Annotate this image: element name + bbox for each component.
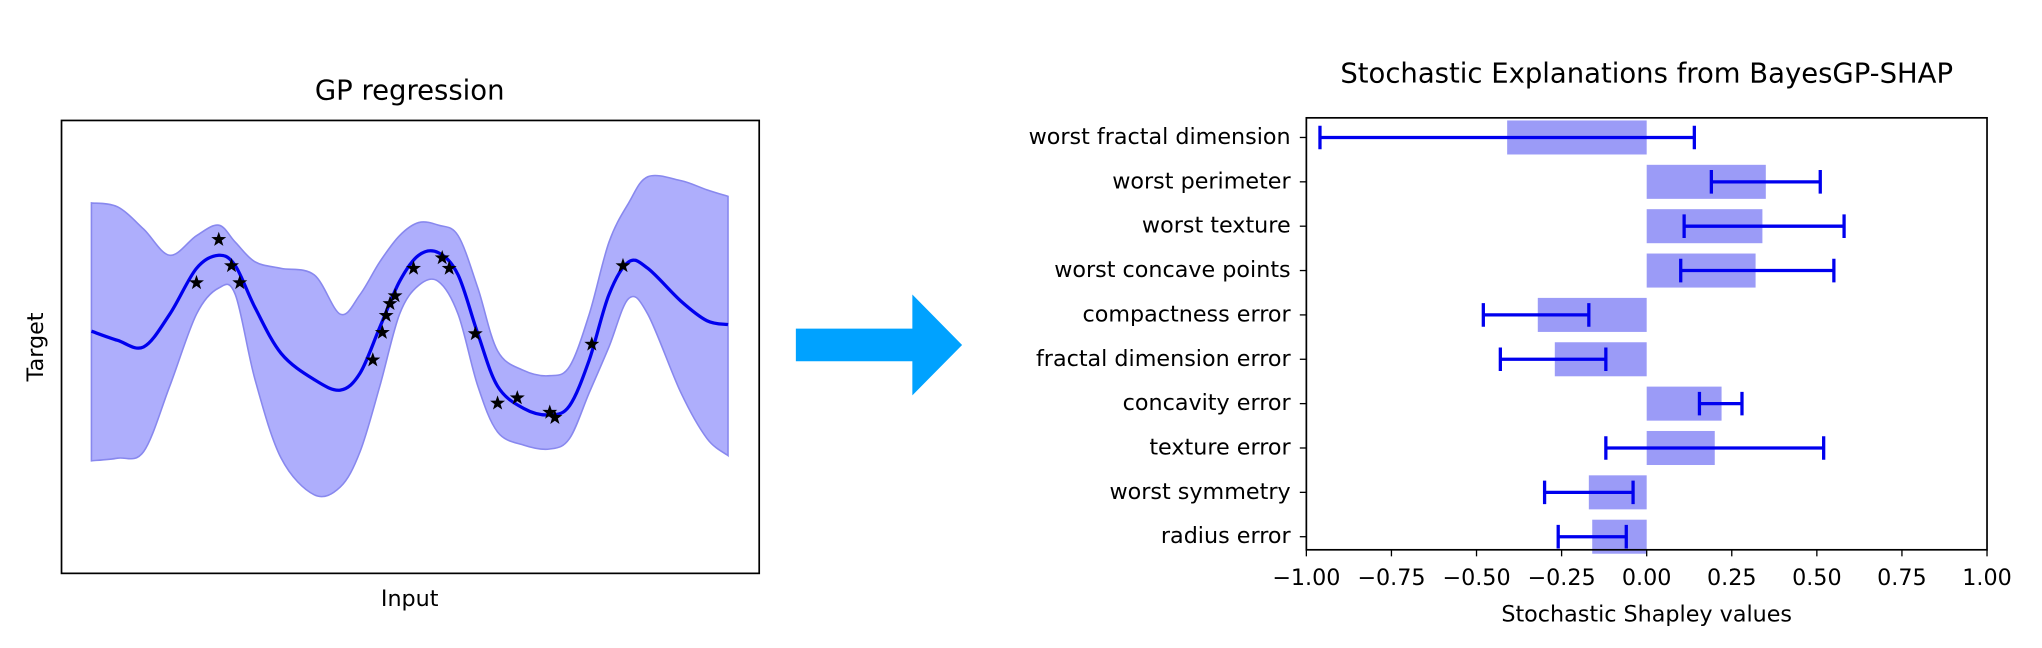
observation	[584, 336, 600, 351]
plot-frame	[60, 119, 761, 575]
x-tick-label: 0.75	[1877, 565, 1927, 591]
error-bar	[1679, 258, 1836, 283]
error-bar	[1682, 214, 1846, 238]
plot-frame	[1305, 116, 1988, 551]
x-tick-label: 0.50	[1792, 565, 1842, 591]
y-tick-label: worst texture	[1142, 213, 1291, 239]
observation	[467, 325, 483, 341]
arrow	[795, 294, 963, 396]
observation	[211, 231, 227, 246]
y-tick-label: radius error	[1161, 523, 1292, 549]
error-bar	[1697, 391, 1744, 416]
x-tick-label: 0.25	[1707, 565, 1757, 591]
observation	[542, 404, 558, 419]
x-tick-label: −1.00	[1272, 565, 1340, 591]
y-axis-label: Target	[23, 312, 49, 382]
y-tick-label: worst symmetry	[1109, 479, 1290, 505]
observation	[232, 274, 248, 290]
observation	[387, 288, 403, 303]
y-tick-label: worst fractal dimension	[1029, 124, 1291, 150]
x-tick-label: −0.75	[1357, 565, 1425, 591]
observation	[189, 274, 204, 290]
observation	[406, 260, 422, 275]
y-tick-label: concavity error	[1123, 390, 1292, 416]
error-bar	[1318, 125, 1696, 150]
x-tick-label: 0.00	[1622, 565, 1672, 591]
observation	[434, 250, 450, 265]
error-bar	[1542, 480, 1635, 505]
error-bar	[1481, 303, 1591, 327]
observation	[378, 307, 394, 322]
error-bar	[1556, 524, 1628, 549]
observation	[547, 409, 563, 424]
y-tick-label: worst perimeter	[1112, 168, 1291, 194]
chart-title: Stochastic Explanations from BayesGP-SHA…	[1340, 58, 1953, 90]
y-tick-label: worst concave points	[1054, 257, 1290, 283]
x-axis-label: Input	[381, 586, 439, 612]
observation	[615, 257, 631, 273]
observation	[374, 324, 390, 339]
mean-line	[90, 249, 729, 417]
observation	[382, 295, 398, 311]
error-bar	[1709, 170, 1822, 194]
y-tick-label: texture error	[1149, 434, 1291, 460]
x-tick-label: −0.25	[1528, 565, 1596, 591]
observation	[441, 260, 457, 275]
confidence-band	[90, 174, 729, 498]
error-bar	[1498, 347, 1608, 372]
observation	[224, 257, 239, 273]
observation	[365, 352, 381, 367]
y-tick-label: fractal dimension error	[1036, 346, 1292, 372]
observation	[490, 395, 506, 410]
x-axis-label: Stochastic Shapley values	[1501, 602, 1792, 628]
observation	[509, 390, 525, 405]
x-tick-label: 1.00	[1962, 565, 2012, 591]
error-bar	[1604, 436, 1826, 460]
x-tick-label: −0.50	[1442, 565, 1510, 591]
chart-title: GP regression	[315, 75, 505, 107]
y-tick-label: compactness error	[1082, 301, 1291, 327]
